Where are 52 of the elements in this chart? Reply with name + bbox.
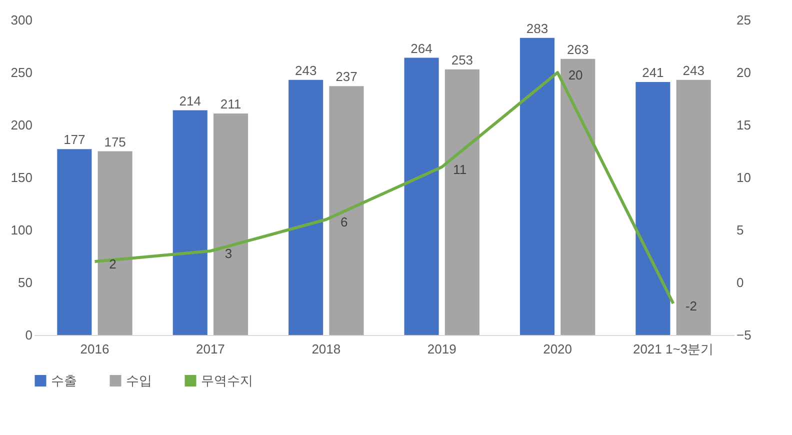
bar [213,113,248,335]
bar [329,86,364,335]
data-label: 20 [568,68,583,82]
y2-tick-label: 15 [736,118,751,132]
data-label: 237 [336,69,358,84]
y-tick-label: 300 [10,12,32,28]
y-tick-label: 100 [10,222,32,238]
y-tick-label: 200 [10,118,32,132]
y2-tick-label: 0 [736,275,744,290]
bar [676,80,711,335]
data-label: 211 [220,96,242,112]
x-tick-label: 2019 [427,342,456,356]
bar [57,149,92,335]
data-label: 6 [340,214,348,230]
y2-tick-label: 5 [736,222,744,238]
data-label: -2 [685,298,698,314]
data-label: 243 [294,62,317,78]
data-label: 241 [642,64,664,80]
y-tick-label: 150 [10,170,32,185]
y2-tick-label: 25 [736,12,751,28]
legend-label: 수입 [126,372,152,388]
y-tick-label: 50 [18,275,32,290]
data-label: 263 [567,42,589,57]
y2-tick-label: −5 [736,328,752,342]
x-tick-label: 2016 [80,342,110,356]
x-tick-label: 2017 [196,342,225,356]
bar [172,110,208,335]
bar [560,58,596,335]
x-tick-label: 2021 1~3분기 [632,342,714,356]
y2-tick-label: 20 [736,65,751,80]
legend-label: 무역수지 [201,372,253,388]
bar [288,80,324,335]
y2-tick-label: 10 [736,170,751,185]
y-tick-label: 0 [25,328,32,342]
bar [444,69,480,335]
data-label: 243 [682,62,704,78]
data-label: 3 [224,246,232,261]
x-tick-label: 2018 [312,342,341,356]
x-tick-label: 2020 [543,342,572,356]
data-label: 214 [179,93,201,108]
bar [520,38,555,335]
data-label: 283 [526,20,548,36]
data-label: 264 [410,40,432,56]
y-tick-label: 250 [10,65,32,80]
bar [636,82,670,335]
bar [404,58,439,335]
data-label: 11 [453,162,467,177]
data-label: 253 [451,52,474,68]
bar [98,151,132,335]
data-label: 175 [104,134,126,150]
data-label: 177 [64,132,86,148]
legend-label: 수출 [51,372,77,388]
